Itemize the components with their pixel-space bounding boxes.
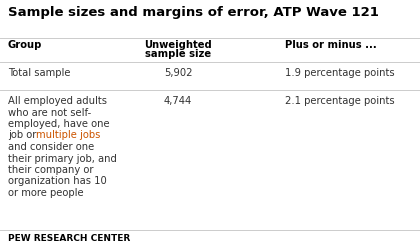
Text: and consider one: and consider one xyxy=(8,142,94,152)
Text: sample size: sample size xyxy=(145,49,211,59)
Text: job or: job or xyxy=(8,131,39,141)
Text: 1.9 percentage points: 1.9 percentage points xyxy=(285,68,395,78)
Text: All employed adults: All employed adults xyxy=(8,96,107,106)
Text: 5,902: 5,902 xyxy=(164,68,192,78)
Text: employed, have one: employed, have one xyxy=(8,119,110,129)
Text: Unweighted: Unweighted xyxy=(144,40,212,50)
Text: Group: Group xyxy=(8,40,42,50)
Text: Total sample: Total sample xyxy=(8,68,71,78)
Text: 4,744: 4,744 xyxy=(164,96,192,106)
Text: organization has 10: organization has 10 xyxy=(8,176,107,186)
Text: 2.1 percentage points: 2.1 percentage points xyxy=(285,96,395,106)
Text: Sample sizes and margins of error, ATP Wave 121: Sample sizes and margins of error, ATP W… xyxy=(8,6,379,19)
Text: their primary job, and: their primary job, and xyxy=(8,153,117,164)
Text: Plus or minus ...: Plus or minus ... xyxy=(285,40,377,50)
Text: multiple jobs: multiple jobs xyxy=(37,131,101,141)
Text: who are not self-: who are not self- xyxy=(8,108,91,117)
Text: PEW RESEARCH CENTER: PEW RESEARCH CENTER xyxy=(8,234,130,243)
Text: or more people: or more people xyxy=(8,188,84,198)
Text: their company or: their company or xyxy=(8,165,94,175)
